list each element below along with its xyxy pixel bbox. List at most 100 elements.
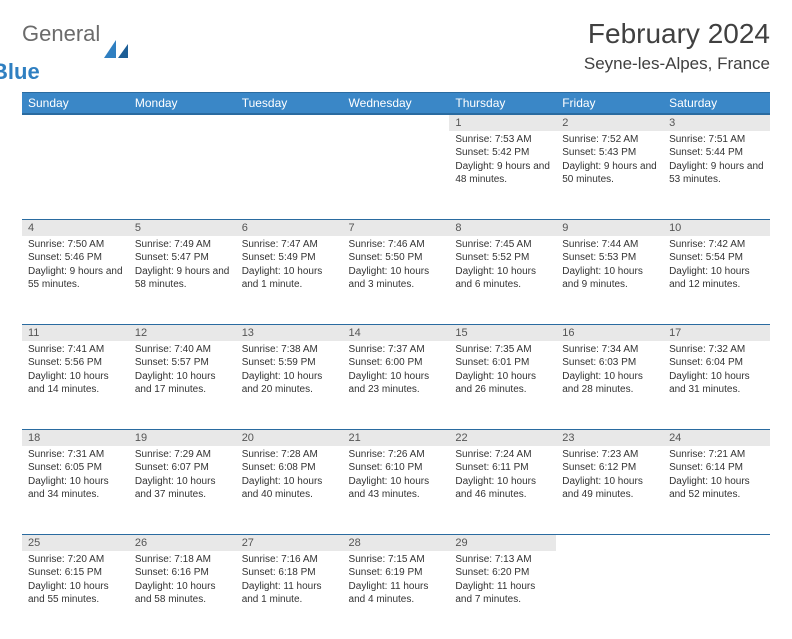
day-number — [343, 114, 450, 131]
calendar-cell: Sunrise: 7:53 AMSunset: 5:42 PMDaylight:… — [449, 131, 556, 219]
weekday-header: Wednesday — [343, 92, 450, 113]
calendar-cell — [236, 131, 343, 219]
day-number — [663, 534, 770, 551]
weekday-header: Monday — [129, 92, 236, 113]
calendar-cell: Sunrise: 7:47 AMSunset: 5:49 PMDaylight:… — [236, 236, 343, 324]
calendar-cell: Sunrise: 7:50 AMSunset: 5:46 PMDaylight:… — [22, 236, 129, 324]
calendar-cell: Sunrise: 7:34 AMSunset: 6:03 PMDaylight:… — [556, 341, 663, 429]
day-details: Sunrise: 7:41 AMSunset: 5:56 PMDaylight:… — [22, 341, 129, 403]
day-number: 12 — [129, 324, 236, 341]
day-details: Sunrise: 7:28 AMSunset: 6:08 PMDaylight:… — [236, 446, 343, 508]
day-number: 10 — [663, 219, 770, 236]
calendar-cell: Sunrise: 7:32 AMSunset: 6:04 PMDaylight:… — [663, 341, 770, 429]
calendar-cell: Sunrise: 7:51 AMSunset: 5:44 PMDaylight:… — [663, 131, 770, 219]
calendar-cell: Sunrise: 7:29 AMSunset: 6:07 PMDaylight:… — [129, 446, 236, 534]
calendar-cell: Sunrise: 7:46 AMSunset: 5:50 PMDaylight:… — [343, 236, 450, 324]
day-number: 5 — [129, 219, 236, 236]
calendar-cell: Sunrise: 7:15 AMSunset: 6:19 PMDaylight:… — [343, 551, 450, 639]
brand-blue: Blue — [0, 62, 100, 82]
calendar-cell: Sunrise: 7:38 AMSunset: 5:59 PMDaylight:… — [236, 341, 343, 429]
day-details: Sunrise: 7:44 AMSunset: 5:53 PMDaylight:… — [556, 236, 663, 298]
calendar-week-row: Sunrise: 7:41 AMSunset: 5:56 PMDaylight:… — [22, 341, 770, 429]
day-number: 7 — [343, 219, 450, 236]
day-details: Sunrise: 7:52 AMSunset: 5:43 PMDaylight:… — [556, 131, 663, 193]
calendar-cell: Sunrise: 7:26 AMSunset: 6:10 PMDaylight:… — [343, 446, 450, 534]
day-details: Sunrise: 7:42 AMSunset: 5:54 PMDaylight:… — [663, 236, 770, 298]
daynum-row: 11121314151617 — [22, 324, 770, 341]
daynum-row: 18192021222324 — [22, 429, 770, 446]
day-details: Sunrise: 7:21 AMSunset: 6:14 PMDaylight:… — [663, 446, 770, 508]
calendar-cell: Sunrise: 7:21 AMSunset: 6:14 PMDaylight:… — [663, 446, 770, 534]
day-number: 13 — [236, 324, 343, 341]
calendar-cell: Sunrise: 7:35 AMSunset: 6:01 PMDaylight:… — [449, 341, 556, 429]
day-details: Sunrise: 7:45 AMSunset: 5:52 PMDaylight:… — [449, 236, 556, 298]
day-number: 22 — [449, 429, 556, 446]
calendar-cell: Sunrise: 7:16 AMSunset: 6:18 PMDaylight:… — [236, 551, 343, 639]
day-number: 4 — [22, 219, 129, 236]
day-details: Sunrise: 7:24 AMSunset: 6:11 PMDaylight:… — [449, 446, 556, 508]
location: Seyne-les-Alpes, France — [584, 54, 770, 74]
sail-icon — [102, 38, 130, 67]
day-details: Sunrise: 7:15 AMSunset: 6:19 PMDaylight:… — [343, 551, 450, 613]
day-details: Sunrise: 7:35 AMSunset: 6:01 PMDaylight:… — [449, 341, 556, 403]
calendar-cell: Sunrise: 7:18 AMSunset: 6:16 PMDaylight:… — [129, 551, 236, 639]
day-details: Sunrise: 7:50 AMSunset: 5:46 PMDaylight:… — [22, 236, 129, 298]
calendar-cell: Sunrise: 7:42 AMSunset: 5:54 PMDaylight:… — [663, 236, 770, 324]
day-number: 21 — [343, 429, 450, 446]
calendar-cell — [663, 551, 770, 639]
calendar-cell: Sunrise: 7:23 AMSunset: 6:12 PMDaylight:… — [556, 446, 663, 534]
day-number: 24 — [663, 429, 770, 446]
day-number: 1 — [449, 114, 556, 131]
weekday-header: Tuesday — [236, 92, 343, 113]
day-details: Sunrise: 7:47 AMSunset: 5:49 PMDaylight:… — [236, 236, 343, 298]
calendar-cell: Sunrise: 7:31 AMSunset: 6:05 PMDaylight:… — [22, 446, 129, 534]
day-number: 14 — [343, 324, 450, 341]
day-number: 23 — [556, 429, 663, 446]
calendar-cell: Sunrise: 7:20 AMSunset: 6:15 PMDaylight:… — [22, 551, 129, 639]
daynum-row: 123 — [22, 113, 770, 131]
calendar-cell: Sunrise: 7:24 AMSunset: 6:11 PMDaylight:… — [449, 446, 556, 534]
month-title: February 2024 — [584, 18, 770, 50]
day-details: Sunrise: 7:23 AMSunset: 6:12 PMDaylight:… — [556, 446, 663, 508]
day-number: 19 — [129, 429, 236, 446]
day-number: 9 — [556, 219, 663, 236]
day-details: Sunrise: 7:53 AMSunset: 5:42 PMDaylight:… — [449, 131, 556, 193]
calendar-cell: Sunrise: 7:49 AMSunset: 5:47 PMDaylight:… — [129, 236, 236, 324]
day-details: Sunrise: 7:26 AMSunset: 6:10 PMDaylight:… — [343, 446, 450, 508]
header: General Blue February 2024 Seyne-les-Alp… — [22, 18, 770, 82]
day-details: Sunrise: 7:49 AMSunset: 5:47 PMDaylight:… — [129, 236, 236, 298]
day-number — [129, 114, 236, 131]
weekday-header-row: Sunday Monday Tuesday Wednesday Thursday… — [22, 92, 770, 113]
day-details: Sunrise: 7:46 AMSunset: 5:50 PMDaylight:… — [343, 236, 450, 298]
title-block: February 2024 Seyne-les-Alpes, France — [584, 18, 770, 74]
day-number: 15 — [449, 324, 556, 341]
day-number: 8 — [449, 219, 556, 236]
calendar-cell — [556, 551, 663, 639]
calendar-cell: Sunrise: 7:41 AMSunset: 5:56 PMDaylight:… — [22, 341, 129, 429]
day-number: 6 — [236, 219, 343, 236]
calendar-cell: Sunrise: 7:37 AMSunset: 6:00 PMDaylight:… — [343, 341, 450, 429]
calendar-cell — [343, 131, 450, 219]
day-details: Sunrise: 7:13 AMSunset: 6:20 PMDaylight:… — [449, 551, 556, 613]
day-details: Sunrise: 7:38 AMSunset: 5:59 PMDaylight:… — [236, 341, 343, 403]
daynum-row: 2526272829 — [22, 534, 770, 551]
calendar-week-row: Sunrise: 7:53 AMSunset: 5:42 PMDaylight:… — [22, 131, 770, 219]
day-number: 3 — [663, 114, 770, 131]
day-number: 26 — [129, 534, 236, 551]
calendar-week-row: Sunrise: 7:31 AMSunset: 6:05 PMDaylight:… — [22, 446, 770, 534]
calendar-cell: Sunrise: 7:52 AMSunset: 5:43 PMDaylight:… — [556, 131, 663, 219]
day-details: Sunrise: 7:51 AMSunset: 5:44 PMDaylight:… — [663, 131, 770, 193]
weekday-header: Friday — [556, 92, 663, 113]
day-details: Sunrise: 7:29 AMSunset: 6:07 PMDaylight:… — [129, 446, 236, 508]
day-number: 29 — [449, 534, 556, 551]
calendar-cell: Sunrise: 7:45 AMSunset: 5:52 PMDaylight:… — [449, 236, 556, 324]
day-number: 25 — [22, 534, 129, 551]
day-number: 17 — [663, 324, 770, 341]
day-number: 16 — [556, 324, 663, 341]
calendar-cell: Sunrise: 7:28 AMSunset: 6:08 PMDaylight:… — [236, 446, 343, 534]
day-number — [556, 534, 663, 551]
day-details: Sunrise: 7:40 AMSunset: 5:57 PMDaylight:… — [129, 341, 236, 403]
day-number: 18 — [22, 429, 129, 446]
day-number: 20 — [236, 429, 343, 446]
day-details: Sunrise: 7:16 AMSunset: 6:18 PMDaylight:… — [236, 551, 343, 613]
